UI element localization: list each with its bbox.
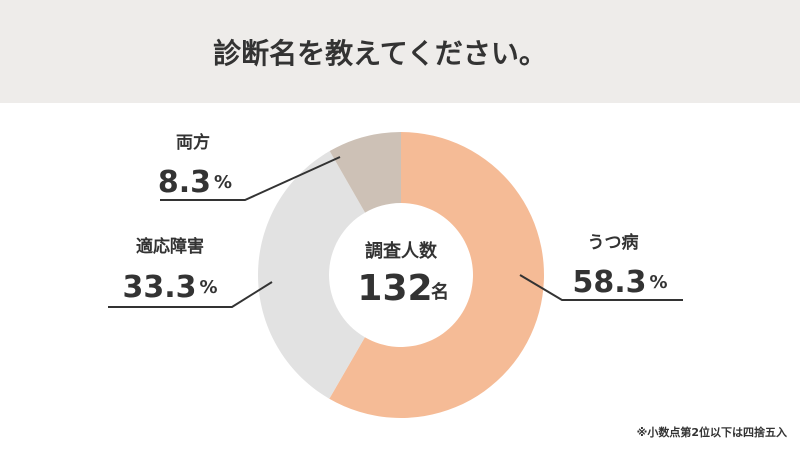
value-number: 33.3: [122, 270, 196, 305]
donut-slice: [329, 132, 401, 213]
header-band: [0, 0, 800, 103]
value-number: 8.3: [158, 165, 211, 200]
value-number: 58.3: [572, 265, 646, 300]
value-unit: %: [199, 277, 217, 298]
value-unit: %: [214, 172, 232, 193]
center-label: 調査人数: [365, 240, 438, 262]
donut-slice: [258, 151, 366, 399]
leader-line: [160, 156, 341, 201]
footnote: ※小数点第2位以下は四捨五入: [637, 425, 787, 439]
value-label: 58.3%: [572, 265, 667, 300]
slice-label: 両方: [176, 132, 210, 153]
value-unit: %: [649, 272, 667, 293]
leader-line: [108, 281, 273, 308]
slice-label: 適応障害: [136, 236, 204, 257]
value-label: 33.3%: [122, 270, 217, 305]
center-unit: 名: [431, 281, 449, 303]
center-value: 132: [357, 268, 432, 309]
leader-line: [519, 274, 683, 301]
chart-title: 診断名を教えてください。: [213, 37, 547, 70]
donut-slice: [329, 132, 545, 419]
value-label: 8.3%: [158, 165, 232, 200]
slice-label: うつ病: [588, 232, 639, 253]
